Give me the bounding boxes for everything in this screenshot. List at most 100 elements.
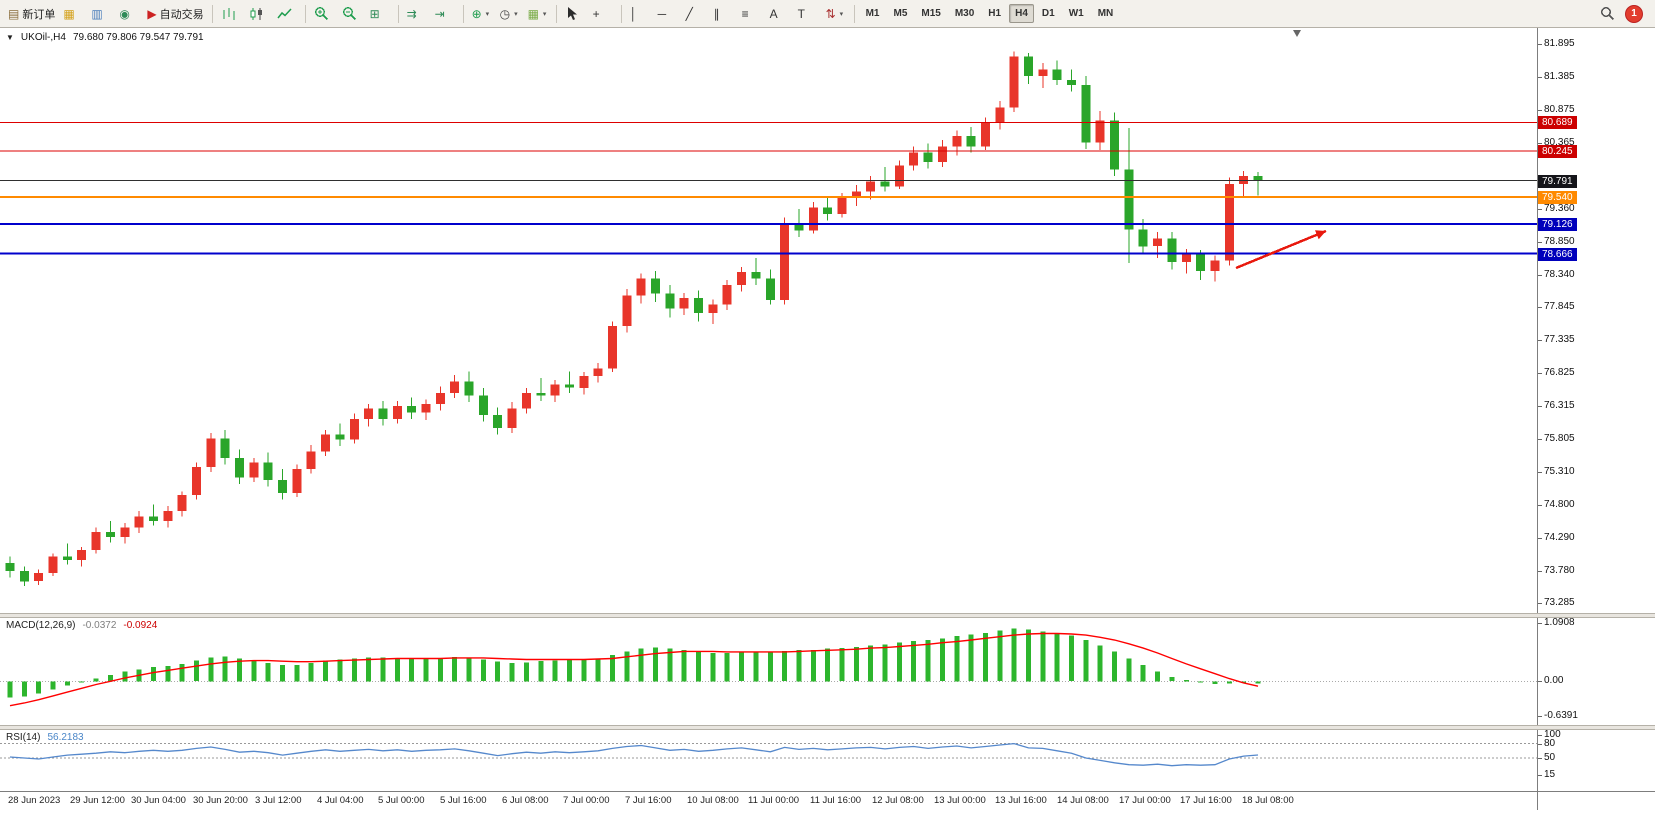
- candlestick-chart-canvas[interactable]: [0, 28, 1537, 608]
- axis-tick-label: 75.805: [1538, 433, 1575, 444]
- autotrading-button[interactable]: ▶ 自动交易: [143, 2, 207, 26]
- timeframe-d1-button[interactable]: D1: [1041, 8, 1055, 19]
- bar-chart-button[interactable]: [217, 2, 245, 26]
- time-axis-labels: 28 Jun 2023 29 Jun 12:00 30 Jun 04:00 30 Ju…: [0, 792, 1537, 810]
- rsi-axis[interactable]: 100 80 50 15: [1537, 730, 1655, 791]
- new-order-icon: ▤: [8, 6, 20, 21]
- chart-ohlc-values: 79.680 79.806 79.547 79.791: [72, 32, 204, 43]
- notification-badge[interactable]: 1: [1625, 4, 1643, 23]
- quotes-icon-button[interactable]: ▥: [87, 2, 115, 26]
- time-tick-label: 13 Jul 00:00: [934, 795, 986, 806]
- macd-signal-value: -0.0924: [123, 620, 158, 631]
- axis-tick-label: 78.850: [1538, 236, 1575, 247]
- axis-tick-label: 73.285: [1538, 597, 1575, 608]
- timeframe-h1-button[interactable]: H1: [988, 8, 1002, 19]
- tile-windows-icon: ⊞: [369, 6, 380, 21]
- zoom-out-button[interactable]: [338, 2, 366, 26]
- charts-icon-button[interactable]: ▦: [59, 2, 87, 26]
- rsi-label: RSI(14) 56.2183: [6, 732, 84, 743]
- text-button[interactable]: A: [766, 2, 794, 26]
- time-tick-label: 10 Jul 08:00: [687, 795, 739, 806]
- time-axis-corner: [1537, 792, 1655, 810]
- axis-tick-label: -0.6391: [1538, 710, 1578, 721]
- rsi-chart-canvas[interactable]: [0, 730, 1537, 786]
- rsi-plot[interactable]: RSI(14) 56.2183: [0, 730, 1537, 791]
- indicators-button[interactable]: ⊕ ▾: [468, 2, 496, 26]
- axis-tick-label: 0.00: [1538, 675, 1564, 686]
- crosshair-icon: +: [592, 6, 600, 21]
- timeframe-h4-button[interactable]: H4: [1009, 4, 1034, 23]
- time-tick-label: 6 Jul 08:00: [502, 795, 549, 806]
- axis-tick-label: 77.335: [1538, 334, 1575, 345]
- macd-axis[interactable]: 1.0908 0.00 -0.6391: [1537, 618, 1655, 725]
- symbol-dropdown-icon[interactable]: ▼: [6, 33, 14, 42]
- periods-button[interactable]: ◷ ▾: [496, 2, 524, 26]
- time-tick-label: 5 Jul 16:00: [440, 795, 487, 806]
- auto-scroll-icon: ⇉: [406, 6, 417, 21]
- price-chart-plot[interactable]: ▼ UKOil-,H4 79.680 79.806 79.547 79.791: [0, 28, 1537, 613]
- toolbar-separator: [211, 4, 213, 23]
- new-order-button[interactable]: ▤ 新订单: [4, 2, 59, 26]
- templates-button[interactable]: ▦ ▾: [524, 2, 552, 26]
- candlestick-chart-button[interactable]: [245, 2, 273, 26]
- time-tick-label: 12 Jul 08:00: [872, 795, 924, 806]
- axis-tick-label: 100: [1538, 730, 1561, 740]
- timeframe-w1-button[interactable]: W1: [1068, 8, 1084, 19]
- text-label-button[interactable]: T: [794, 2, 822, 26]
- timeframe-m5-button[interactable]: M5: [893, 8, 908, 19]
- autotrading-button-label: 自动交易: [159, 8, 204, 21]
- time-tick-label: 4 Jul 04:00: [317, 795, 364, 806]
- time-tick-label: 5 Jul 00:00: [378, 795, 425, 806]
- zoom-in-button[interactable]: [310, 2, 338, 26]
- time-axis[interactable]: 28 Jun 2023 29 Jun 12:00 30 Jun 04:00 30 Ju…: [0, 791, 1655, 810]
- quotes-icon: ▥: [91, 6, 103, 21]
- fibonacci-button[interactable]: ≡: [738, 2, 766, 26]
- arrows-button[interactable]: ⇅ ▾: [822, 2, 850, 26]
- axis-tick-label: 74.800: [1538, 499, 1575, 510]
- timeframe-mn-button[interactable]: MN: [1097, 8, 1114, 19]
- navigator-icon-button[interactable]: ◉: [115, 2, 143, 26]
- axis-tick-label: 76.825: [1538, 367, 1575, 378]
- axis-tick-label: 77.845: [1538, 301, 1575, 312]
- timeframe-m15-button[interactable]: M15: [921, 8, 941, 19]
- tile-windows-button[interactable]: ⊞: [366, 2, 394, 26]
- line-chart-icon: [276, 7, 292, 21]
- time-tick-label: 17 Jul 16:00: [1180, 795, 1232, 806]
- macd-label: MACD(12,26,9) -0.0372 -0.0924: [6, 620, 157, 631]
- macd-chart-canvas[interactable]: [0, 618, 1537, 720]
- cursor-button[interactable]: [561, 2, 589, 26]
- channel-button[interactable]: ∥: [710, 2, 738, 26]
- time-tick-label: 18 Jul 08:00: [1242, 795, 1294, 806]
- crosshair-button[interactable]: +: [589, 2, 617, 26]
- dropdown-caret-icon: ▾: [839, 10, 844, 18]
- vertical-line-button[interactable]: │: [626, 2, 654, 26]
- macd-splitter[interactable]: [0, 613, 1655, 618]
- axis-tick-label: 74.290: [1538, 532, 1575, 543]
- timeframe-m1-button[interactable]: M1: [865, 8, 880, 19]
- price-level-badge: 79.126: [1538, 218, 1577, 231]
- time-tick-label: 28 Jun 2023: [8, 795, 61, 806]
- axis-tick-label: 81.385: [1538, 71, 1575, 82]
- timeframe-m30-button[interactable]: M30: [954, 8, 975, 19]
- rsi-splitter[interactable]: [0, 725, 1655, 730]
- toolbar: ▤ 新订单 ▦ ▥ ◉ ▶ 自动交易 ⊞ ⇉ ⇥ ⊕ ▾ ◷ ▾ ▦ ▾ + │ ─ ╱ ∥ ≡ A T ⇅ ▾ M1 M5 M15 M3…: [0, 0, 1655, 28]
- current-price-badge: 79.791: [1538, 175, 1577, 188]
- horizontal-line-button[interactable]: ─: [654, 2, 682, 26]
- search-icon[interactable]: [1600, 6, 1615, 21]
- navigator-icon: ◉: [119, 6, 130, 21]
- macd-plot[interactable]: MACD(12,26,9) -0.0372 -0.0924: [0, 618, 1537, 725]
- zoom-in-icon: [314, 6, 329, 21]
- cursor-icon: [565, 6, 579, 21]
- periods-icon: ◷: [499, 6, 511, 21]
- auto-scroll-button[interactable]: ⇉: [403, 2, 431, 26]
- axis-tick-label: 81.895: [1538, 38, 1575, 49]
- text-icon: A: [769, 6, 778, 21]
- chart-shift-button[interactable]: ⇥: [431, 2, 459, 26]
- price-axis[interactable]: 81.895 81.385 80.875 80.365 79.360 78.850 78.3…: [1537, 28, 1655, 613]
- time-tick-label: 14 Jul 08:00: [1057, 795, 1109, 806]
- axis-tick-label: 1.0908: [1538, 618, 1575, 628]
- line-chart-button[interactable]: [273, 2, 301, 26]
- time-tick-label: 30 Jun 20:00: [193, 795, 248, 806]
- trendline-button[interactable]: ╱: [682, 2, 710, 26]
